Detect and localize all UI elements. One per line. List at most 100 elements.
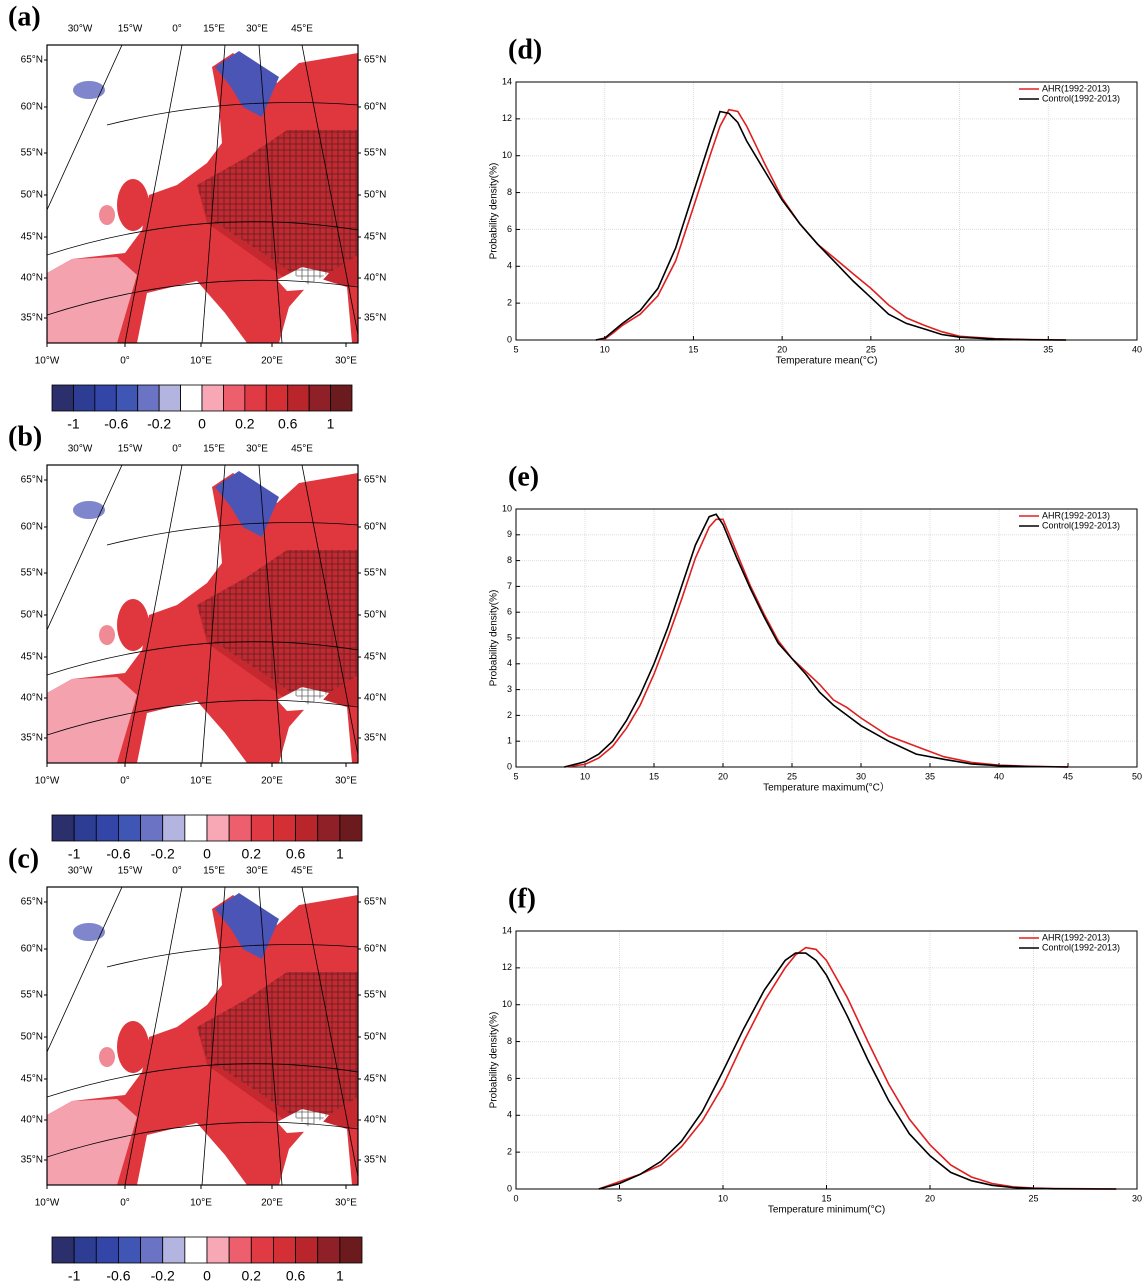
lon-label: 30°E xyxy=(246,24,268,35)
lat-label: 45°N xyxy=(364,1074,386,1085)
density-line xyxy=(564,518,1069,768)
colorbar-label: -1 xyxy=(68,846,81,862)
lon-label: 10°E xyxy=(190,1198,212,1209)
x-tick-label: 30 xyxy=(856,771,866,781)
colorbar-label: 1 xyxy=(336,1268,344,1284)
map-frame xyxy=(46,886,359,1186)
colorbar-box xyxy=(206,1236,230,1264)
lon-label: 20°E xyxy=(261,776,283,787)
lat-label: 55°N xyxy=(21,568,43,579)
lat-label: 40°N xyxy=(364,1115,386,1126)
colorbar-box xyxy=(244,384,267,412)
lon-label: 10°W xyxy=(35,356,60,367)
colorbar-label: -0.2 xyxy=(151,846,175,862)
map-frame xyxy=(46,464,359,764)
colorbar-box xyxy=(317,814,341,842)
x-tick-label: 15 xyxy=(821,1193,831,1203)
lat-label: 45°N xyxy=(21,1074,43,1085)
lon-label: 15°W xyxy=(118,866,143,877)
lat-label: 60°N xyxy=(364,102,386,113)
lat-label: 60°N xyxy=(21,102,43,113)
panel-label: (b) xyxy=(8,421,42,452)
lat-label: 35°N xyxy=(21,733,43,744)
density-line xyxy=(595,110,1067,341)
panel-label: (a) xyxy=(8,1,41,32)
legend-label: Control(1992-2013) xyxy=(1042,520,1120,530)
lon-label: 30°W xyxy=(68,24,93,35)
lon-label: 15°W xyxy=(118,24,143,35)
x-tick-label: 40 xyxy=(1132,344,1142,354)
colorbar-box xyxy=(295,814,319,842)
lon-label: 10°E xyxy=(190,356,212,367)
colorbar-label: -1 xyxy=(68,1268,81,1284)
lat-label: 45°N xyxy=(21,232,43,243)
lon-label: 15°E xyxy=(203,444,225,455)
colorbar-box xyxy=(201,384,224,412)
y-tick-label: 0 xyxy=(507,334,512,344)
y-tick-label: 9 xyxy=(507,529,512,539)
colorbar-box xyxy=(184,1236,208,1264)
lat-label: 65°N xyxy=(364,897,386,908)
colorbar-box xyxy=(73,384,96,412)
lat-label: 50°N xyxy=(364,610,386,621)
x-tick-label: 5 xyxy=(617,1193,622,1203)
colorbar-label: 1 xyxy=(327,416,335,432)
y-axis-label: Probability density(%) xyxy=(489,590,500,687)
colorbar-box xyxy=(115,384,139,412)
lon-label: 45°E xyxy=(291,866,313,877)
y-tick-label: 2 xyxy=(507,298,512,308)
y-tick-label: 1 xyxy=(507,736,512,746)
lat-label: 45°N xyxy=(21,652,43,663)
y-tick-label: 0 xyxy=(507,1183,512,1193)
lon-label: 30°E xyxy=(246,444,268,455)
lon-label: 30°E xyxy=(335,776,357,787)
colorbar-label: -0.6 xyxy=(104,416,128,432)
x-tick-label: 20 xyxy=(718,771,728,781)
x-axis-label: Temperature mean(°C) xyxy=(776,356,878,367)
lat-label: 35°N xyxy=(364,1155,386,1166)
y-tick-label: 14 xyxy=(502,925,512,935)
lat-label: 35°N xyxy=(21,313,43,324)
lon-label: 30°W xyxy=(68,866,93,877)
lat-label: 40°N xyxy=(21,273,43,284)
colorbar-box xyxy=(317,1236,341,1264)
lat-label: 35°N xyxy=(364,733,386,744)
lat-label: 65°N xyxy=(364,55,386,66)
colorbar-label: -0.2 xyxy=(151,1268,175,1284)
colorbar-box xyxy=(295,1236,319,1264)
colorbar-label: 0 xyxy=(203,1268,211,1284)
x-tick-label: 15 xyxy=(688,344,698,354)
y-tick-label: 6 xyxy=(507,224,512,234)
colorbar-box xyxy=(273,814,296,842)
colorbar-box xyxy=(137,384,160,412)
y-tick-label: 6 xyxy=(507,1073,512,1083)
plot-frame xyxy=(515,508,1138,768)
panel-label: (d) xyxy=(508,34,542,65)
lat-label: 50°N xyxy=(364,190,386,201)
lon-label: 30°E xyxy=(335,356,357,367)
colorbar-box xyxy=(287,384,310,412)
lon-label: 30°E xyxy=(335,1198,357,1209)
lon-label: 45°E xyxy=(291,24,313,35)
colorbar-box xyxy=(73,814,97,842)
lat-label: 50°N xyxy=(21,1032,43,1043)
y-tick-label: 10 xyxy=(502,999,512,1009)
legend-label: Control(1992-2013) xyxy=(1042,942,1120,952)
map-shading xyxy=(47,465,358,763)
colorbar-label: -0.2 xyxy=(147,416,171,432)
x-tick-label: 30 xyxy=(1132,1193,1142,1203)
lat-label: 65°N xyxy=(364,475,386,486)
lon-label: 15°E xyxy=(203,24,225,35)
colorbar-label: 0 xyxy=(203,846,211,862)
colorbar-label: 0.2 xyxy=(235,416,255,432)
y-tick-label: 8 xyxy=(507,187,512,197)
colorbar-label: 0.2 xyxy=(242,846,262,862)
lat-label: 65°N xyxy=(21,55,43,66)
colorbar-box xyxy=(308,384,331,412)
colorbar-box xyxy=(250,1236,274,1264)
lat-label: 50°N xyxy=(21,190,43,201)
x-tick-label: 35 xyxy=(1043,344,1053,354)
y-tick-label: 6 xyxy=(507,607,512,617)
lon-label: 0° xyxy=(172,866,182,877)
colorbar-box xyxy=(250,814,274,842)
